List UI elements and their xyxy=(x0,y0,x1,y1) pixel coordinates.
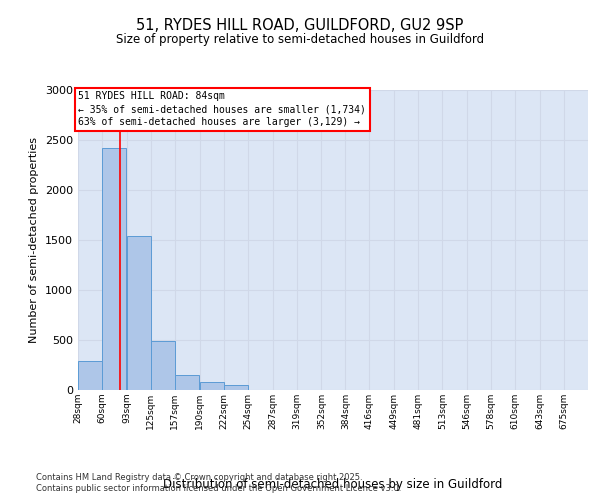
Bar xyxy=(224,385,248,390)
Bar xyxy=(200,382,224,390)
Bar xyxy=(175,375,199,390)
Bar xyxy=(102,148,126,390)
Y-axis label: Number of semi-detached properties: Number of semi-detached properties xyxy=(29,137,40,343)
Bar xyxy=(151,341,175,390)
X-axis label: Distribution of semi-detached houses by size in Guildford: Distribution of semi-detached houses by … xyxy=(163,478,503,491)
Text: Contains HM Land Registry data © Crown copyright and database right 2025.: Contains HM Land Registry data © Crown c… xyxy=(36,472,362,482)
Bar xyxy=(127,236,151,390)
Text: 51 RYDES HILL ROAD: 84sqm
← 35% of semi-detached houses are smaller (1,734)
63% : 51 RYDES HILL ROAD: 84sqm ← 35% of semi-… xyxy=(79,91,366,128)
Text: Contains public sector information licensed under the Open Government Licence v3: Contains public sector information licen… xyxy=(36,484,401,493)
Bar xyxy=(78,361,102,390)
Text: 51, RYDES HILL ROAD, GUILDFORD, GU2 9SP: 51, RYDES HILL ROAD, GUILDFORD, GU2 9SP xyxy=(136,18,464,32)
Text: Size of property relative to semi-detached houses in Guildford: Size of property relative to semi-detach… xyxy=(116,32,484,46)
